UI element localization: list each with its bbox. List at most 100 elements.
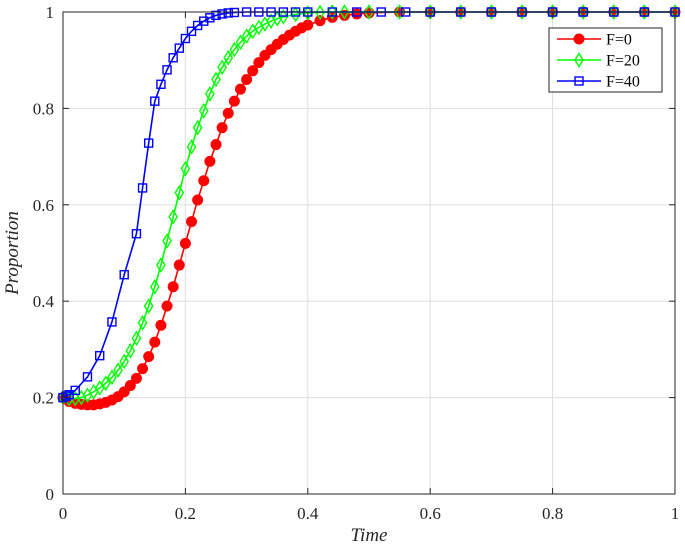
data-point (198, 175, 210, 187)
data-point (94, 380, 105, 396)
data-point (150, 96, 160, 106)
legend-marker (573, 33, 585, 45)
data-point (302, 5, 313, 21)
data-point (149, 336, 161, 348)
data-point (608, 4, 619, 20)
x-tick-label: 0.8 (542, 504, 563, 523)
data-point (205, 86, 215, 102)
data-point (156, 79, 166, 90)
y-tick-label: 0.4 (33, 292, 55, 311)
data-point (100, 375, 111, 391)
data-point (186, 216, 198, 228)
legend-label: F=20 (606, 53, 640, 70)
data-point (82, 372, 93, 382)
data-point (327, 4, 338, 20)
data-point (162, 233, 172, 249)
legend-marker (574, 52, 584, 68)
data-point (210, 139, 222, 151)
data-point (517, 4, 527, 20)
data-point (229, 41, 240, 58)
data-point (302, 19, 314, 31)
x-tick-label: 0.4 (297, 504, 319, 523)
data-point (143, 138, 154, 148)
data-point (131, 330, 142, 347)
data-point (61, 391, 71, 401)
y-axis-label: Proportion (2, 211, 23, 296)
x-axis-label: Time (351, 525, 388, 546)
legend-label: F=0 (606, 32, 632, 49)
data-point (228, 95, 240, 107)
data-point (278, 8, 289, 25)
data-point (137, 183, 148, 193)
data-point (130, 372, 142, 384)
data-point (180, 33, 191, 44)
data-point (107, 317, 117, 327)
data-point (174, 184, 185, 201)
data-point (253, 57, 265, 69)
data-point (217, 9, 227, 19)
data-point (125, 343, 136, 359)
legend-label: F=40 (606, 74, 640, 91)
data-point (235, 34, 246, 51)
data-point (204, 155, 216, 167)
data-point (455, 4, 466, 20)
data-point (247, 65, 259, 77)
series-layer (57, 4, 681, 411)
data-point (192, 119, 203, 136)
data-point (173, 259, 185, 271)
y-tick-label: 0.2 (33, 389, 54, 408)
x-tick-label: 1 (671, 504, 680, 523)
data-point (547, 4, 558, 20)
legend-marker (574, 76, 584, 86)
data-point (222, 107, 234, 119)
data-point (143, 351, 155, 363)
data-point (119, 269, 129, 280)
data-point (205, 13, 215, 23)
data-point (639, 4, 650, 20)
data-point (211, 71, 221, 88)
data-point (211, 10, 221, 21)
data-point (174, 43, 184, 53)
legend: F=0 F=20 F=40 (548, 27, 663, 93)
data-point (143, 298, 154, 314)
data-point (113, 362, 123, 378)
x-tick-label: 0.2 (175, 504, 196, 523)
data-point (149, 278, 160, 295)
data-point (162, 65, 172, 75)
y-tick-label: 0.6 (33, 196, 54, 215)
data-point (198, 102, 209, 119)
data-point (486, 4, 497, 20)
data-point (241, 28, 252, 44)
data-point (124, 380, 136, 392)
data-point (186, 26, 197, 36)
data-point (161, 300, 173, 312)
plot-frame (62, 11, 676, 495)
data-point (167, 281, 179, 293)
data-point (156, 257, 166, 273)
data-point (137, 363, 149, 375)
data-point (70, 385, 80, 396)
data-point (217, 59, 227, 76)
data-point (192, 194, 204, 206)
data-point (339, 4, 350, 20)
data-point (180, 160, 191, 177)
data-point (314, 15, 326, 27)
x-tick-label: 0.6 (420, 504, 441, 523)
y-tick-label: 0.8 (33, 99, 54, 118)
y-tick-label: 0 (46, 485, 55, 504)
data-point (168, 209, 179, 225)
data-point (223, 8, 233, 18)
data-point (339, 9, 351, 21)
data-point (425, 4, 436, 20)
data-point (179, 237, 191, 249)
data-point (131, 229, 142, 239)
data-point (234, 83, 246, 95)
y-tick-label: 1 (46, 3, 55, 22)
ticks: 0 0.2 0.4 0.6 0.8 1 0 0.2 0.4 0.6 0.8 1 (33, 3, 680, 523)
data-point (315, 4, 325, 21)
data-point (364, 4, 374, 20)
data-point (107, 369, 117, 386)
data-point (168, 53, 178, 63)
data-point (216, 122, 228, 134)
